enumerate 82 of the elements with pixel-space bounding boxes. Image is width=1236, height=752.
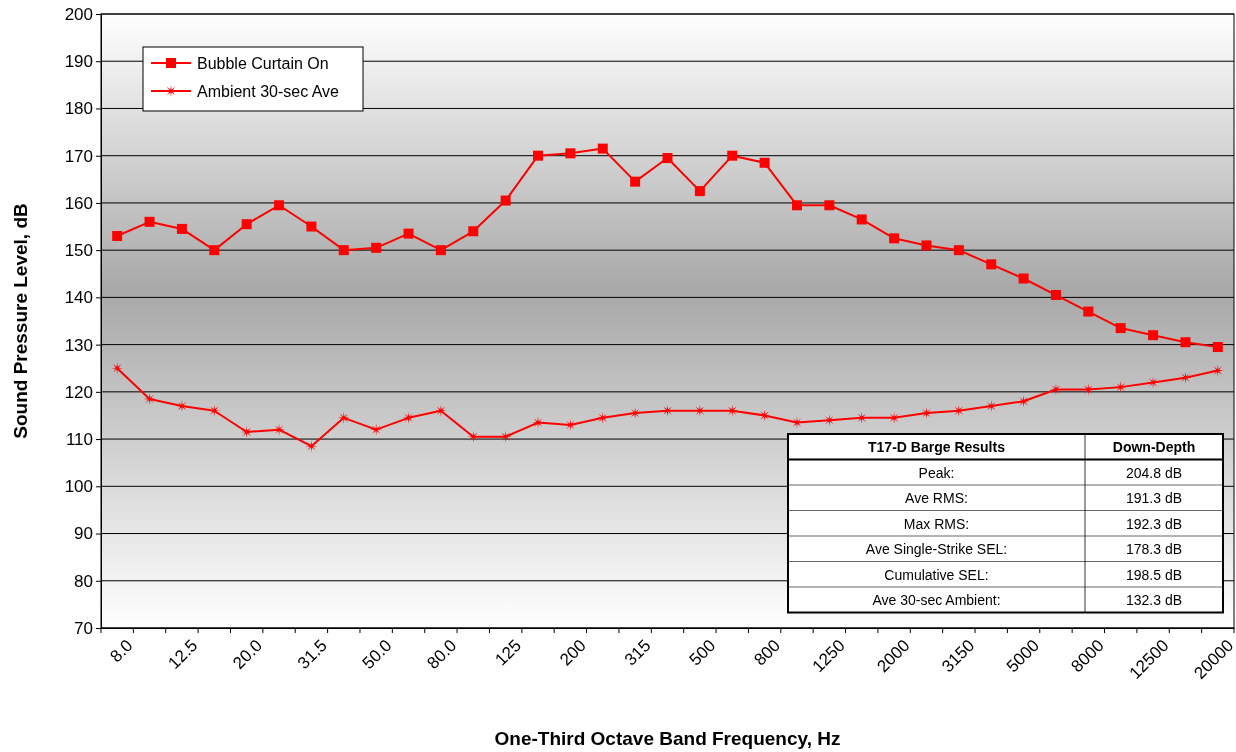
point — [305, 440, 318, 453]
annotation: Cumulative SEL: — [884, 566, 989, 583]
point — [370, 423, 383, 436]
annotation: T17-D Barge Results — [868, 439, 1006, 455]
y-tick-label: 200 — [64, 4, 93, 24]
point — [662, 153, 673, 164]
annotation: Ave 30-sec Ambient: — [872, 592, 1001, 608]
y-tick-label: 110 — [65, 430, 93, 450]
y-tick-label: 70 — [74, 618, 93, 638]
point — [630, 176, 641, 187]
point — [758, 409, 771, 422]
x-tick-label: 125 — [491, 635, 526, 670]
point — [209, 245, 220, 256]
point — [759, 157, 770, 168]
point — [403, 228, 414, 239]
point — [1115, 323, 1126, 334]
point — [694, 186, 705, 197]
point — [144, 216, 155, 227]
point — [338, 245, 349, 256]
y-tick-label: 150 — [64, 241, 93, 261]
annotation: Ave Single-Strike SEL: — [865, 541, 1008, 557]
annotation: 192.3 dB — [1125, 515, 1183, 532]
y-axis-title: Sound Pressure Level, dB — [10, 203, 31, 439]
legend-label: Ambient 30-sec Ave — [197, 83, 340, 100]
point — [468, 226, 479, 237]
point — [112, 230, 123, 241]
annotation: Down-Depth — [1112, 439, 1196, 455]
point — [1211, 364, 1224, 377]
point — [824, 200, 835, 211]
y-tick-label: 180 — [64, 99, 93, 119]
x-tick-label: 315 — [620, 635, 655, 670]
annotation: Max RMS: — [903, 515, 970, 532]
point — [241, 219, 252, 230]
annotation: 191.3 dB — [1125, 490, 1183, 506]
point — [435, 245, 446, 256]
y-tick-label: 100 — [64, 477, 93, 497]
annotation: Ave RMS: — [905, 490, 968, 506]
point — [856, 214, 867, 225]
x-tick-label: 8.0 — [106, 635, 137, 667]
y-tick-label: 90 — [74, 524, 93, 544]
point — [306, 221, 317, 232]
point — [533, 150, 544, 161]
x-tick-label: 500 — [685, 635, 720, 670]
point — [500, 195, 511, 206]
point — [1148, 330, 1159, 341]
point — [1018, 273, 1029, 284]
y-tick-label: 170 — [64, 146, 93, 166]
point — [1179, 371, 1192, 384]
point — [1212, 341, 1223, 352]
point — [371, 242, 382, 253]
point — [986, 259, 997, 270]
annotation: 204.8 dB — [1125, 464, 1183, 481]
x-tick-label: 200 — [556, 635, 590, 670]
y-tick-label: 160 — [64, 193, 93, 213]
point — [791, 200, 802, 211]
y-tick-label: 120 — [64, 382, 93, 402]
annotation: 132.3 dB — [1125, 592, 1183, 608]
point — [1114, 381, 1127, 394]
annotation: 178.3 dB — [1125, 541, 1183, 557]
legend-label: Bubble Curtain On — [197, 55, 329, 72]
point — [1050, 290, 1061, 301]
point — [921, 240, 932, 251]
point — [402, 411, 415, 424]
point — [111, 362, 124, 375]
point — [597, 143, 608, 154]
x-axis-title: One-Third Octave Band Frequency, Hz — [494, 728, 841, 749]
x-tick-label: 800 — [750, 635, 784, 670]
point — [889, 233, 900, 244]
annotation: Peak: — [918, 464, 955, 481]
point — [176, 223, 187, 234]
point — [565, 148, 576, 159]
y-tick-label: 140 — [64, 288, 93, 308]
y-tick-label: 190 — [64, 52, 93, 72]
point — [337, 411, 350, 424]
point — [1083, 306, 1094, 317]
y-tick-label: 80 — [74, 571, 93, 591]
point — [274, 200, 285, 211]
annotation: 198.5 dB — [1125, 566, 1183, 583]
point — [1180, 337, 1191, 348]
point — [727, 150, 738, 161]
y-tick-label: 130 — [64, 335, 93, 355]
point — [953, 245, 964, 256]
